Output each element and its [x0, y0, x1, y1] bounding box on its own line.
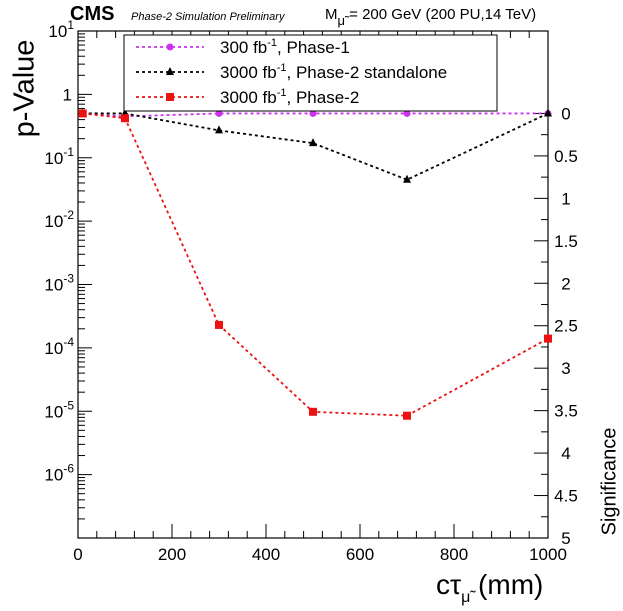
x-axis-unit: (mm)	[470, 569, 544, 600]
data-point	[166, 67, 174, 75]
legend: 300 fb-1, Phase-1 3000 fb-1, Phase-2 stan…	[123, 34, 498, 112]
x-tick-label: 800	[440, 545, 468, 564]
x-tick-label: 200	[158, 545, 186, 564]
data-point	[215, 109, 223, 117]
data-point	[403, 109, 411, 117]
significance-tick-label: 3.5	[554, 402, 578, 421]
significance-tick-label: 2.5	[554, 317, 578, 336]
data-point	[166, 93, 174, 101]
data-point	[309, 138, 317, 147]
data-point	[403, 174, 411, 183]
data-point	[121, 114, 129, 123]
series-line	[82, 112, 549, 417]
data-point	[544, 108, 552, 117]
data-point	[215, 320, 223, 329]
x-tick-label: 0	[73, 545, 82, 564]
significance-tick-label: 4.5	[554, 487, 578, 506]
experiment-label: CMS	[70, 3, 115, 25]
significance-tick-label: 1.5	[554, 232, 578, 251]
y-tick-label: 10-5	[44, 398, 74, 421]
data-point	[403, 411, 411, 420]
series-line	[82, 112, 549, 181]
data-point	[309, 407, 317, 416]
series-2	[78, 108, 552, 183]
x-tick-label: 400	[252, 545, 280, 564]
series-3	[78, 109, 552, 420]
data-point	[309, 109, 317, 117]
y-tick-label: 10-3	[44, 272, 74, 295]
y-tick-label: 101	[48, 18, 74, 41]
series-layer	[78, 108, 552, 420]
significance-tick-label: 0	[561, 104, 570, 123]
legend-label: 3000 fb-1, Phase-2 standalone	[220, 62, 447, 82]
mass-value: = 200 GeV (200 PU,14 TeV)	[345, 6, 537, 23]
y-tick-label: 10-2	[44, 208, 74, 231]
legend-label: 3000 fb-1, Phase-2	[220, 87, 359, 107]
mass-symbol: M	[325, 6, 338, 23]
significance-tick-label: 1	[561, 189, 570, 208]
x-axis-title: cτμ̃ (mm)	[436, 569, 543, 607]
x-tick-label: 1000	[529, 545, 567, 564]
status-label: Phase-2 Simulation Preliminary	[131, 11, 285, 23]
y-tick-label: 10-1	[44, 145, 74, 168]
x-tick-label: 600	[346, 545, 374, 564]
y-tick-label: 1	[63, 85, 72, 104]
y-tick-label: 10-6	[44, 462, 74, 485]
significance-tick-label: 3	[561, 359, 570, 378]
x-axis-subscript: μ̃	[461, 589, 471, 606]
significance-tick-label: 2	[561, 274, 570, 293]
data-point	[166, 43, 174, 51]
significance-tick-label: 4	[561, 444, 570, 463]
data-point	[78, 109, 87, 118]
data-point	[215, 125, 223, 134]
x-axis-symbol: cτ	[436, 569, 462, 600]
data-point	[544, 334, 552, 343]
significance-tick-label: 0.5	[554, 147, 578, 166]
mass-label: Mμ̃ = 200 GeV (200 PU,14 TeV)	[325, 6, 536, 28]
legend-label: 300 fb-1, Phase-1	[220, 37, 350, 57]
mass-subscript: μ̃	[337, 13, 346, 28]
axes: 0 200 400 600 800 1000 10-6 10-5 10-4 10-3 10-2 10-…	[44, 18, 577, 564]
significance-tick-label: 5	[561, 529, 570, 548]
y-tick-label: 10-4	[44, 335, 74, 358]
